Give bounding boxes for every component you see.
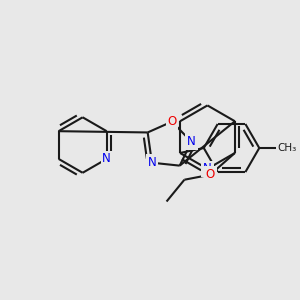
Text: CH₃: CH₃ — [278, 143, 297, 153]
Text: N: N — [148, 156, 156, 169]
Text: O: O — [206, 168, 215, 181]
Text: N: N — [102, 152, 111, 165]
Text: O: O — [167, 115, 177, 128]
Text: N: N — [203, 162, 212, 175]
Text: N: N — [187, 135, 196, 148]
